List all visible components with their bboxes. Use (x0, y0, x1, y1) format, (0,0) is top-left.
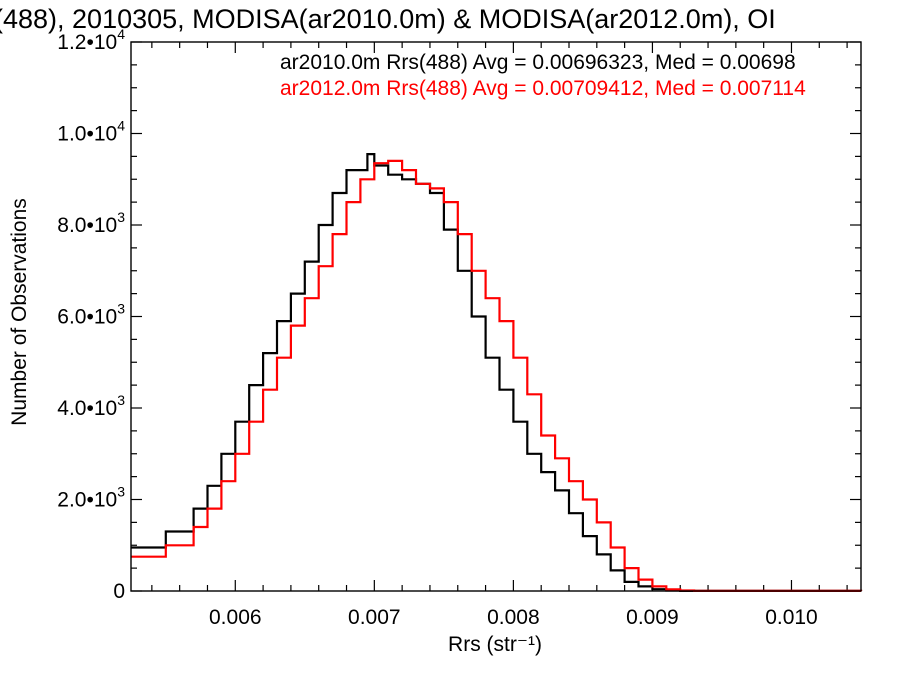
legend-entry-ar2012: ar2012.0m Rrs(488) Avg = 0.00709412, Med… (280, 77, 806, 100)
legend-entry-ar2010: ar2010.0m Rrs(488) Avg = 0.00696323, Med… (280, 51, 796, 74)
y-axis-label: Number of Observations (8, 198, 31, 426)
series-ar2012-line (131, 159, 863, 592)
series-layer (130, 153, 863, 592)
x-axis-label: Rrs (str⁻¹) (448, 633, 542, 656)
y-tick-label: 1.2•104 (57, 26, 125, 54)
y-tick-label: 6.0•103 (57, 301, 125, 329)
x-tick-label: 0.008 (487, 606, 540, 629)
x-tick-label: 0.009 (626, 606, 679, 629)
x-tick-label: 0.006 (209, 606, 262, 629)
y-tick-label: 1.0•104 (57, 118, 125, 146)
x-axis-ticks: 0.006 0.007 0.008 0.009 0.010 (151, 42, 848, 629)
chart-title: (488), 2010305, MODISA(ar2010.0m) & MODI… (0, 0, 900, 40)
plot-frame (130, 41, 862, 592)
y-tick-label: 2.0•103 (57, 484, 125, 512)
chart-title-text: (488), 2010305, MODISA(ar2010.0m) & MODI… (0, 4, 776, 34)
x-tick-label: 0.010 (765, 606, 818, 629)
y-tick-label: 4.0•103 (57, 392, 125, 420)
y-tick-label: 0 (113, 580, 125, 603)
x-tick-label: 0.007 (348, 606, 401, 629)
y-tick-label: 8.0•103 (57, 209, 125, 237)
y-axis-ticks: 0 2.0•103 4.0•103 6.0•103 8.0•103 1.0•104 1.2•… (57, 26, 861, 603)
series-ar2010-line (131, 153, 863, 592)
